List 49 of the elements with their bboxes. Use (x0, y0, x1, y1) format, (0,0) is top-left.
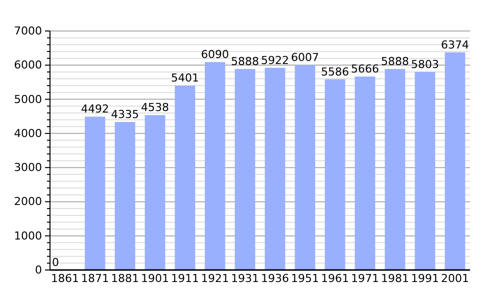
data-label: 5666 (351, 62, 379, 76)
x-tick-label: 1931 (231, 272, 259, 285)
bar (114, 122, 136, 270)
x-tick-label: 1981 (381, 272, 409, 285)
x-tick-label: 1861 (51, 272, 79, 285)
data-label: 5888 (231, 54, 259, 68)
data-label: 5803 (411, 58, 439, 71)
bar (414, 72, 436, 270)
x-tick-label: 2001 (441, 272, 469, 285)
bar (204, 62, 226, 270)
data-label: 6090 (201, 48, 229, 62)
y-tick-label: 5000 (14, 92, 42, 106)
x-tick-label: 1936 (261, 272, 289, 285)
bar (444, 52, 466, 270)
x-tick-label: 1991 (411, 272, 439, 285)
x-tick-label: 1901 (141, 272, 169, 285)
bar (264, 68, 286, 270)
data-label: 4335 (111, 108, 139, 121)
bar (84, 116, 106, 270)
bar (384, 68, 406, 270)
data-label: 5586 (321, 65, 349, 78)
data-label: 6007 (291, 50, 319, 64)
x-tick-label: 1961 (321, 272, 349, 285)
bar (324, 79, 346, 270)
bar (234, 68, 256, 270)
x-tick-label: 1971 (351, 272, 379, 285)
x-tick-label: 1881 (111, 272, 139, 285)
y-tick-label: 1000 (14, 229, 42, 242)
data-label: 5888 (381, 54, 409, 68)
y-tick-label: 6000 (14, 58, 42, 72)
data-label: 4492 (81, 102, 109, 116)
y-tick-label: 2000 (14, 195, 42, 208)
data-label: 6374 (441, 38, 469, 52)
bar (354, 76, 376, 270)
y-tick-label: 7000 (14, 24, 42, 38)
bar (144, 115, 166, 270)
data-label: 5922 (261, 54, 289, 67)
data-label: 5401 (171, 72, 199, 85)
y-tick-label: 3000 (14, 161, 42, 174)
bar (174, 86, 196, 270)
x-tick-label: 1871 (81, 272, 109, 285)
data-label: 4538 (141, 101, 169, 114)
x-tick-label: 1911 (171, 272, 199, 285)
bar (294, 64, 316, 270)
y-tick-label: 4000 (14, 126, 42, 140)
x-tick-label: 1921 (201, 272, 229, 285)
data-label: 0 (52, 256, 59, 269)
y-tick-label: 0 (35, 264, 42, 277)
x-tick-label: 1951 (291, 272, 319, 285)
